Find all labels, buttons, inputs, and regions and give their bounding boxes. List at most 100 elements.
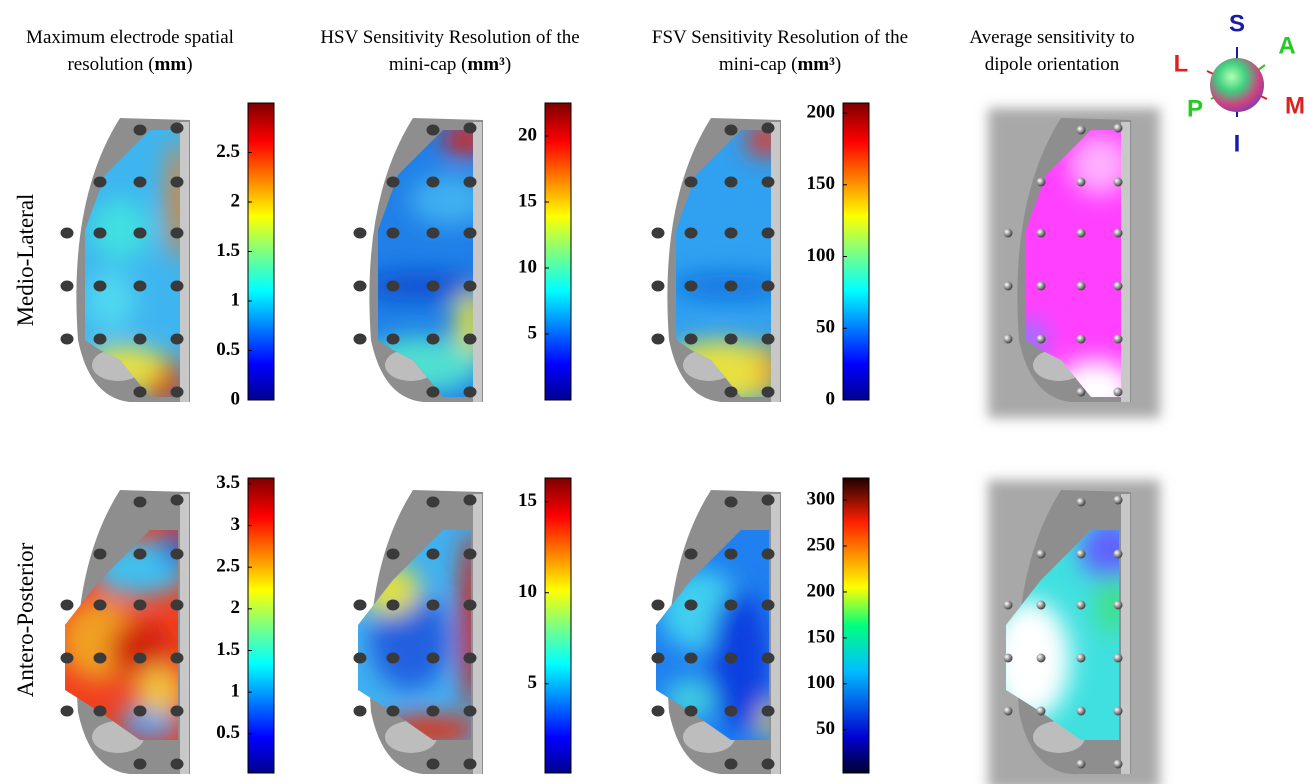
electrode — [1076, 334, 1086, 344]
electrode — [1076, 387, 1086, 397]
electrode — [724, 386, 738, 398]
electrode — [386, 280, 400, 292]
electrode — [463, 280, 477, 292]
colorbar-tick-label: 5 — [528, 672, 538, 693]
column-title: mini-cap (mm³) — [389, 54, 511, 75]
colorbar — [842, 477, 870, 774]
electrode — [1113, 600, 1123, 610]
electrode — [761, 386, 775, 398]
electrode — [386, 599, 400, 611]
column-title: FSV Sensitivity Resolution of the — [652, 27, 908, 48]
electrode — [1113, 334, 1123, 344]
electrode — [684, 227, 698, 239]
colorbar-tick-label: 10 — [518, 581, 537, 602]
electrode — [133, 758, 147, 770]
electrode — [133, 386, 147, 398]
electrode — [761, 122, 775, 134]
colorbar-tick-label: 10 — [518, 256, 537, 277]
electrode — [1003, 228, 1013, 238]
electrode — [353, 280, 367, 292]
heatmap-blobs — [85, 140, 180, 397]
orientation-sphere — [1210, 58, 1264, 112]
electrode — [93, 227, 107, 239]
colorbar-tick-label: 1.5 — [216, 639, 240, 660]
heat-blob — [1006, 600, 1070, 720]
electrode — [1003, 653, 1013, 663]
electrode — [353, 227, 367, 239]
panel — [353, 118, 483, 402]
electrode — [761, 652, 775, 664]
electrode — [426, 758, 440, 770]
electrode — [353, 705, 367, 717]
electrode — [93, 176, 107, 188]
electrode — [386, 652, 400, 664]
electrode — [1076, 125, 1086, 135]
electrode — [170, 758, 184, 770]
heat-blob — [747, 130, 771, 156]
electrode — [353, 333, 367, 345]
column-title: Average sensitivity to — [969, 27, 1134, 48]
column-title: Maximum electrode spatial — [26, 27, 234, 48]
electrode — [463, 227, 477, 239]
row-label: Antero-Posterior — [13, 542, 38, 697]
electrode — [1113, 281, 1123, 291]
panel — [988, 108, 1160, 418]
electrode — [724, 496, 738, 508]
electrode — [170, 333, 184, 345]
colorbar — [544, 102, 572, 401]
electrode — [651, 333, 665, 345]
electrode — [426, 124, 440, 136]
colorbar-tick-label: 250 — [807, 534, 836, 555]
colorbar — [247, 102, 275, 401]
electrode — [463, 705, 477, 717]
heat-blob — [1080, 530, 1119, 580]
panel — [60, 118, 190, 402]
electrode — [170, 548, 184, 560]
electrode — [1113, 549, 1123, 559]
electrode — [724, 176, 738, 188]
electrode — [724, 652, 738, 664]
colorbar-tick-label: 100 — [807, 245, 836, 266]
electrode — [724, 227, 738, 239]
heatmap-base — [676, 130, 771, 397]
electrode — [426, 280, 440, 292]
colorbar-tick-label: 20 — [518, 124, 537, 145]
electrode — [170, 122, 184, 134]
colorbar-tick-label: 150 — [807, 173, 836, 194]
row-label: Medio-Lateral — [13, 194, 38, 327]
electrode — [133, 496, 147, 508]
electrode — [684, 333, 698, 345]
electrode — [761, 758, 775, 770]
electrode — [93, 280, 107, 292]
panel — [60, 490, 190, 774]
title-part: ) — [835, 54, 841, 75]
electrode — [133, 652, 147, 664]
electrode — [684, 176, 698, 188]
electrode — [353, 599, 367, 611]
title-part: dipole orientation — [985, 54, 1120, 75]
electrode — [761, 705, 775, 717]
electrode — [1076, 653, 1086, 663]
electrode — [93, 548, 107, 560]
electrode — [463, 494, 477, 506]
colorbar-tick-label: 200 — [807, 101, 836, 122]
electrode — [684, 280, 698, 292]
colorbar-tick-label: 50 — [816, 718, 835, 739]
head-edge — [180, 494, 189, 774]
head-edge — [1121, 494, 1130, 774]
colorbar-tick-label: 0 — [826, 388, 836, 409]
electrode — [60, 652, 74, 664]
electrode — [170, 599, 184, 611]
colorbar-tick-label: 0.5 — [216, 722, 240, 743]
electrode — [1036, 177, 1046, 187]
electrode — [684, 652, 698, 664]
electrode — [463, 333, 477, 345]
title-part: mini-cap ( — [389, 54, 468, 75]
electrode — [684, 599, 698, 611]
electrode — [170, 176, 184, 188]
head-edge — [1121, 122, 1130, 402]
electrode — [170, 652, 184, 664]
colorbar — [247, 477, 275, 774]
heatmap-base — [85, 130, 180, 397]
electrode — [1003, 281, 1013, 291]
